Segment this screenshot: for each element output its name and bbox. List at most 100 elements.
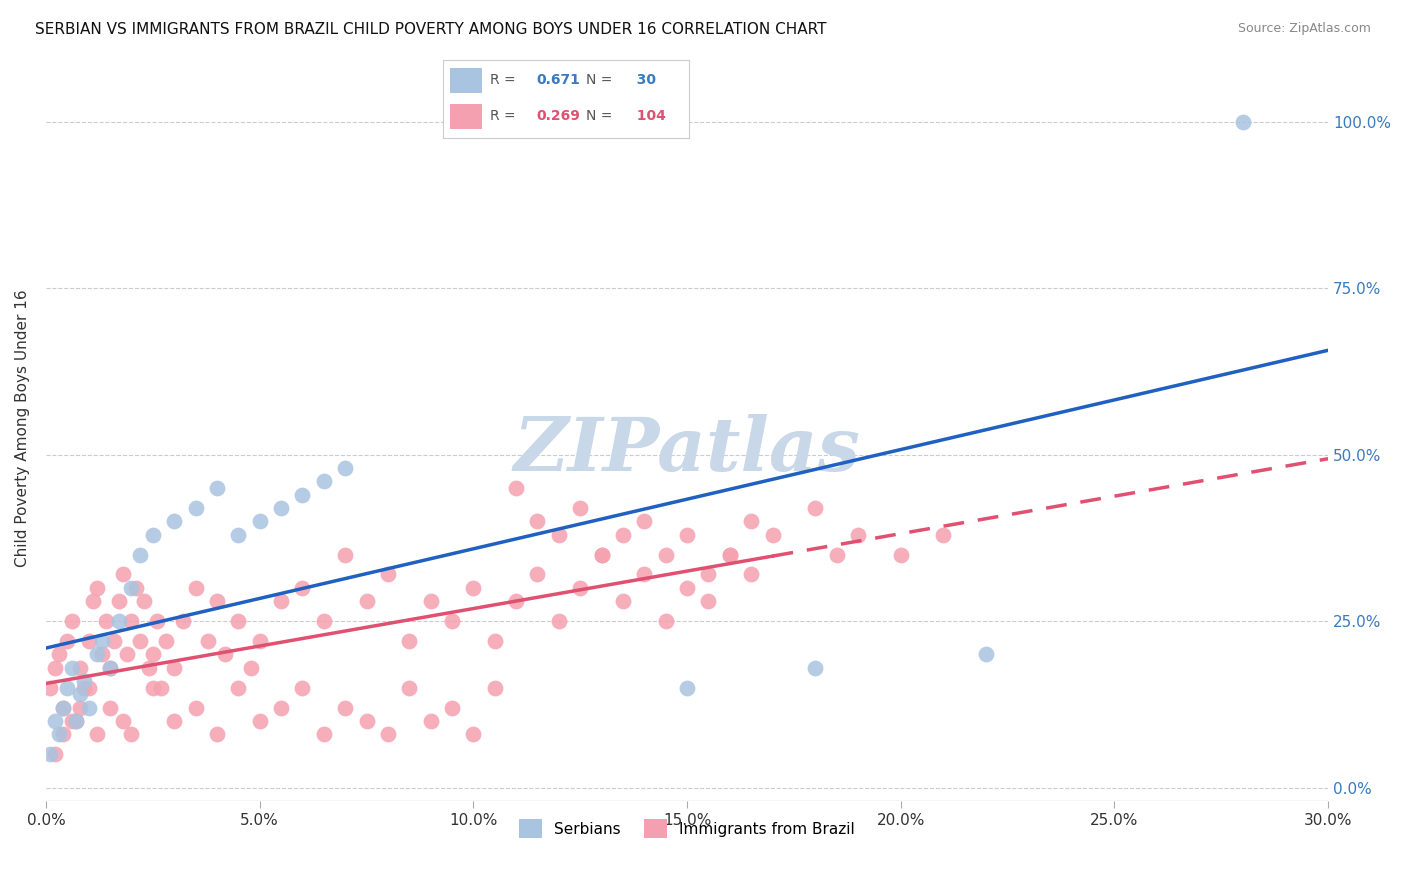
Point [73, 673, 96, 688]
Point [398, 681, 420, 695]
Point [249, 634, 271, 648]
Point [146, 614, 169, 628]
Point [226, 614, 249, 628]
Point [633, 567, 655, 582]
Point [155, 634, 177, 648]
Point [932, 527, 955, 541]
Text: N =: N = [585, 110, 612, 123]
Point [150, 681, 173, 695]
Point [111, 714, 134, 728]
Point [547, 614, 569, 628]
Point [69, 687, 91, 701]
Point [205, 481, 228, 495]
Point [90, 648, 112, 662]
Point [333, 700, 356, 714]
Point [270, 594, 292, 608]
Point [184, 500, 207, 515]
Text: Source: ZipAtlas.com: Source: ZipAtlas.com [1237, 22, 1371, 36]
Text: R =: R = [489, 110, 515, 123]
Point [312, 614, 335, 628]
Point [526, 567, 548, 582]
Point [974, 648, 997, 662]
Point [56, 681, 79, 695]
Point [44, 747, 66, 762]
Point [633, 514, 655, 528]
Point [77, 634, 100, 648]
Point [69, 700, 91, 714]
Point [505, 594, 527, 608]
Point [107, 594, 129, 608]
Point [65, 714, 87, 728]
Point [94, 614, 117, 628]
Point [419, 714, 441, 728]
Point [138, 661, 160, 675]
Point [697, 567, 720, 582]
Text: ZIPatlas: ZIPatlas [513, 414, 860, 487]
Point [163, 514, 186, 528]
Point [205, 727, 228, 741]
Point [125, 581, 148, 595]
Point [270, 500, 292, 515]
Point [890, 548, 912, 562]
Point [270, 700, 292, 714]
Point [60, 714, 83, 728]
Point [740, 567, 762, 582]
Point [526, 514, 548, 528]
Point [569, 581, 592, 595]
Point [205, 594, 228, 608]
Point [718, 548, 741, 562]
Point [44, 714, 66, 728]
Point [740, 514, 762, 528]
Point [463, 581, 485, 595]
Point [697, 594, 720, 608]
Point [172, 614, 194, 628]
Point [249, 514, 271, 528]
Text: R =: R = [489, 73, 515, 87]
Point [129, 548, 152, 562]
Point [240, 661, 263, 675]
Point [440, 700, 463, 714]
Legend: Serbians, Immigrants from Brazil: Serbians, Immigrants from Brazil [512, 812, 862, 846]
Point [463, 727, 485, 741]
Point [825, 548, 848, 562]
Point [1232, 114, 1254, 128]
Point [103, 634, 125, 648]
Point [291, 487, 314, 501]
Y-axis label: Child Poverty Among Boys Under 16: Child Poverty Among Boys Under 16 [15, 289, 30, 566]
Point [163, 714, 186, 728]
Point [505, 481, 527, 495]
Point [98, 661, 121, 675]
Point [377, 567, 399, 582]
Point [120, 614, 142, 628]
Point [120, 727, 142, 741]
Point [184, 581, 207, 595]
Point [312, 475, 335, 489]
Point [184, 700, 207, 714]
Point [676, 681, 699, 695]
Point [56, 634, 79, 648]
Point [398, 634, 420, 648]
Point [129, 634, 152, 648]
Point [120, 581, 142, 595]
Point [226, 681, 249, 695]
Point [214, 648, 236, 662]
Point [291, 581, 314, 595]
Point [440, 614, 463, 628]
Point [86, 727, 108, 741]
Point [356, 594, 378, 608]
Bar [450, 103, 482, 128]
Point [142, 648, 165, 662]
Point [111, 567, 134, 582]
Text: 30: 30 [627, 73, 657, 87]
Point [134, 594, 156, 608]
Point [804, 661, 827, 675]
Point [591, 548, 613, 562]
Point [48, 648, 70, 662]
Point [52, 700, 75, 714]
Point [86, 648, 108, 662]
Point [804, 500, 827, 515]
Point [44, 661, 66, 675]
Point [226, 527, 249, 541]
Point [761, 527, 783, 541]
Point [73, 681, 96, 695]
